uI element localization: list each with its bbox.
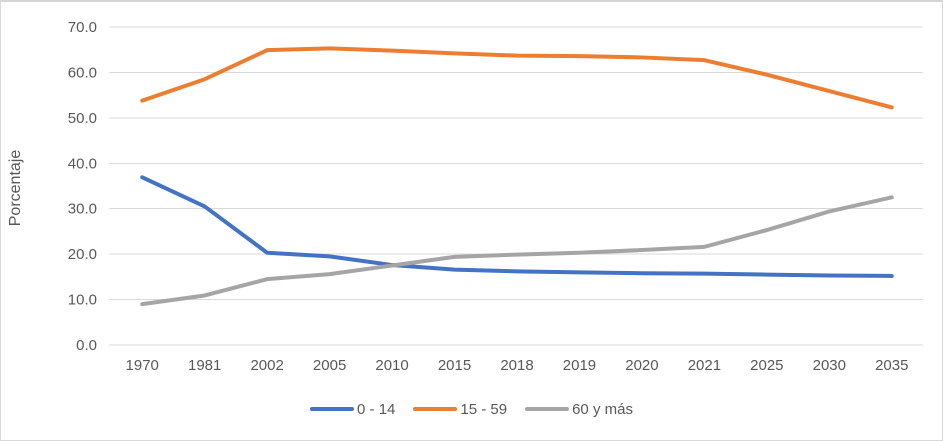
- y-tick-label: 20.0: [68, 246, 97, 263]
- x-tick-label: 2035: [875, 357, 908, 374]
- legend-item-0---14: 0 - 14: [310, 401, 395, 418]
- y-tick-label: 50.0: [68, 110, 97, 127]
- legend-label: 0 - 14: [357, 400, 396, 418]
- y-tick-label: 70.0: [68, 19, 97, 36]
- chart-legend: 0 - 14 15 - 59 60 y más: [1, 398, 942, 420]
- x-tick-label: 2021: [688, 357, 721, 374]
- x-tick-label: 2005: [313, 357, 346, 374]
- y-tick-label: 10.0: [68, 292, 97, 309]
- x-tick-label: 2019: [563, 357, 596, 374]
- x-tick-label: 2002: [250, 357, 283, 374]
- x-tick-label: 1970: [126, 357, 159, 374]
- x-tick-label: 2010: [375, 357, 408, 374]
- series-line-60-y-más: [140, 195, 894, 307]
- x-tick-label: 2030: [813, 357, 846, 374]
- y-axis-title: Porcentaje: [7, 149, 24, 227]
- legend-label: 60 y más: [572, 400, 633, 418]
- x-tick-label: 2015: [438, 357, 471, 374]
- legend-line-swatch: [525, 407, 570, 411]
- x-tick-label: 2018: [500, 357, 533, 374]
- legend-item-15---59: 15 - 59: [413, 401, 507, 418]
- y-tick-label: 40.0: [68, 155, 97, 172]
- legend-line-swatch: [413, 407, 458, 411]
- x-tick-label: 2020: [625, 357, 658, 374]
- series-line-0---14: [140, 175, 894, 278]
- x-tick-label: 1981: [188, 357, 221, 374]
- legend-line-swatch: [310, 407, 355, 411]
- y-tick-label: 60.0: [68, 64, 97, 81]
- legend-item-60-y-más: 60 y más: [525, 401, 633, 418]
- x-tick-label: 2025: [750, 357, 783, 374]
- y-tick-label: 0.0: [76, 337, 97, 354]
- series-line-15---59: [140, 46, 894, 110]
- legend-label: 15 - 59: [460, 400, 508, 418]
- y-tick-label: 30.0: [68, 201, 97, 218]
